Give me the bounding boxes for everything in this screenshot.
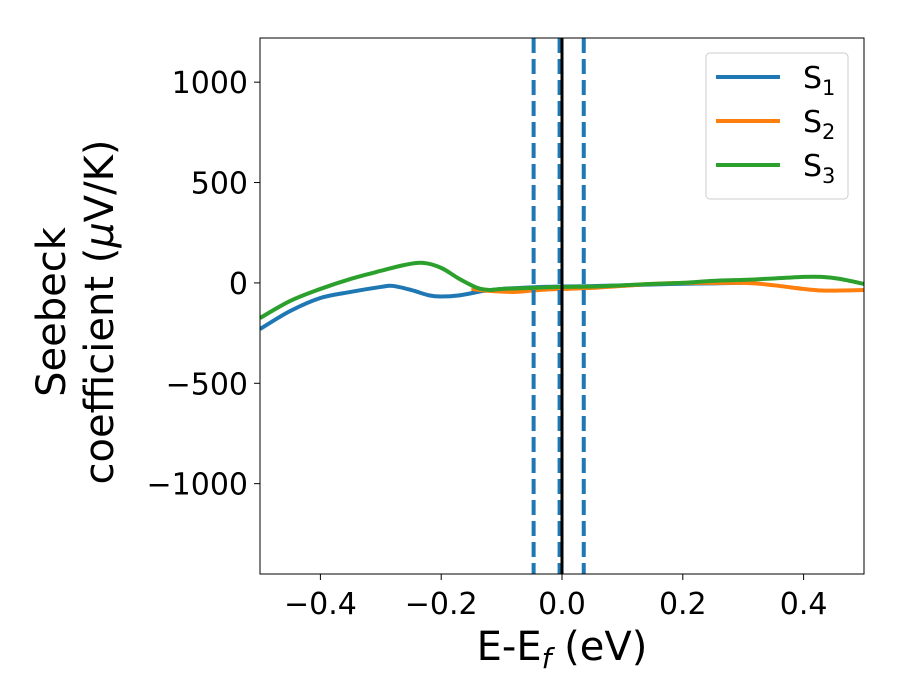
series-layer: [260, 260, 864, 331]
x-tick-label: 0.4: [780, 587, 828, 622]
legend-label-s2: S2: [803, 105, 835, 144]
x-tick-label: 0.0: [538, 587, 586, 622]
legend-label-s1: S1: [803, 61, 835, 100]
legend-box: [705, 52, 849, 200]
y-axis: 1000 500 0 −500 −1000: [147, 66, 260, 503]
x-tick-label: 0.2: [659, 587, 707, 622]
legend-label-s3: S3: [803, 149, 835, 188]
y-tick-label: 0: [229, 267, 248, 302]
x-tick-label: −0.2: [405, 587, 478, 622]
y-tick-label: 500: [191, 167, 248, 202]
legend: S1 S2 S3: [705, 52, 849, 200]
y-axis-label-mu: μ: [77, 222, 123, 248]
y-tick-label: −1000: [147, 468, 248, 503]
series-line-s3: [260, 260, 864, 320]
y-tick-label: −500: [166, 367, 248, 402]
y-axis-label-line-1: Seebeck: [29, 226, 75, 397]
vertical-lines-layer: [531, 38, 586, 574]
y-tick-label: 1000: [172, 66, 248, 101]
x-axis-label: E-Ef (eV): [477, 624, 648, 675]
x-tick-label: −0.4: [284, 587, 357, 622]
y-axis-label-line-2: coefficient (μV/K): [77, 140, 123, 485]
x-axis: −0.4 −0.2 0.0 0.2 0.4: [284, 574, 827, 622]
